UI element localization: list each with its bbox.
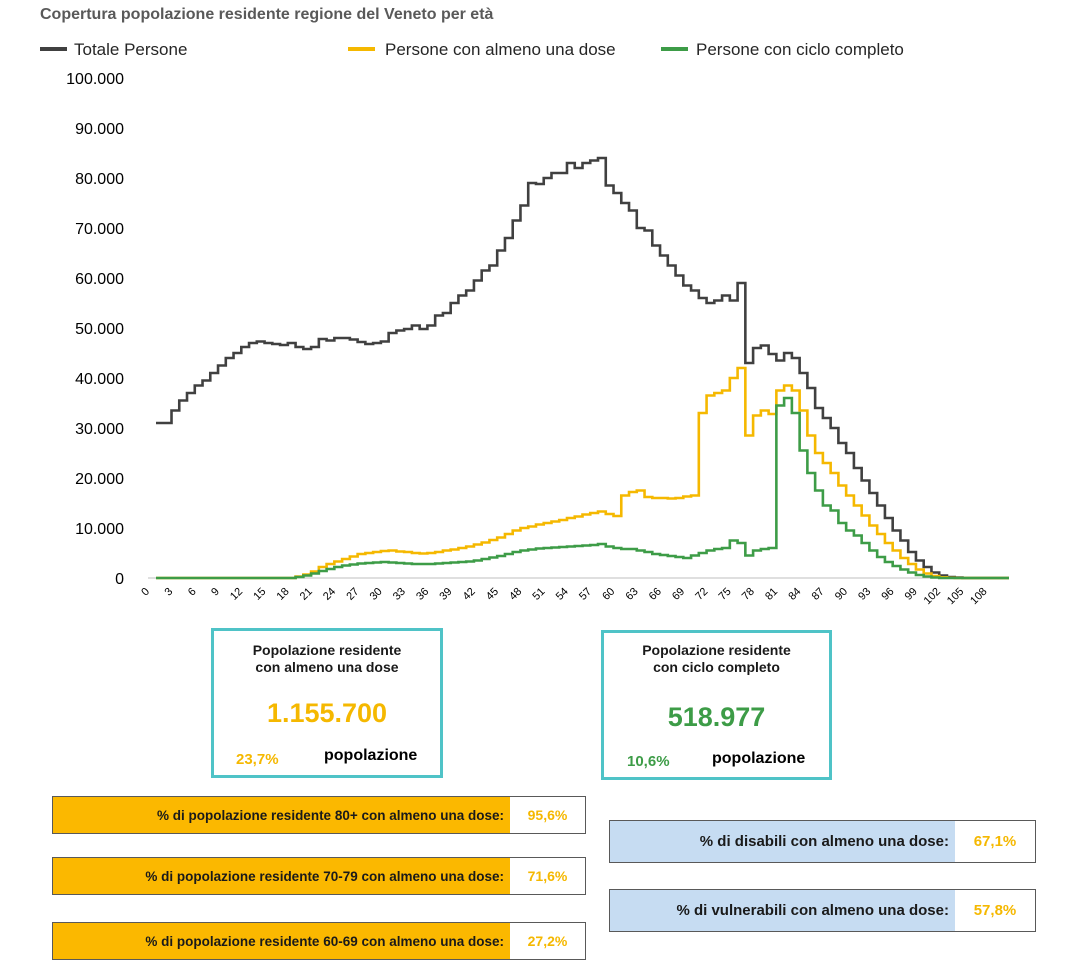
x-tick-label: 90 (833, 586, 850, 603)
first-dose-title-line2: con almeno una dose (255, 659, 399, 675)
stat-age-70-79: % di popolazione residente 70-79 con alm… (52, 857, 586, 895)
legend-label: Persone con ciclo completo (696, 40, 904, 59)
x-tick-label: 57 (577, 586, 594, 603)
y-tick-label: 20.000 (75, 471, 124, 488)
x-tick-label: 78 (740, 586, 757, 603)
first-dose-percent: 23,7% (236, 751, 279, 768)
complete-cycle-title-line2: con ciclo completo (653, 659, 780, 675)
x-tick-label: 96 (879, 586, 896, 603)
stat-age-80-plus-label: % di popolazione residente 80+ con almen… (53, 797, 510, 833)
x-tick-label: 105 (945, 586, 966, 607)
x-tick-label: 33 (391, 586, 408, 603)
stat-disabled-value: 67,1% (955, 821, 1035, 862)
series-line-ciclo-completo (156, 396, 1009, 580)
x-tick-label: 75 (717, 586, 734, 603)
x-tick-label: 93 (856, 586, 873, 603)
complete-cycle-pop-label: popolazione (712, 750, 806, 767)
stat-disabled: % di disabili con almeno una dose: 67,1% (609, 820, 1036, 863)
stat-vulnerable-label: % di vulnerabili con almeno una dose: (610, 890, 955, 931)
x-tick-label: 84 (786, 586, 803, 603)
stat-age-70-79-value: 71,6% (510, 858, 585, 894)
y-tick-label: 10.000 (75, 521, 124, 538)
x-tick-label: 27 (344, 586, 361, 603)
legend: Totale Persone Persone con almeno una dos… (40, 40, 904, 59)
complete-cycle-percent: 10,6% (627, 753, 670, 770)
complete-cycle-summary-box: Popolazione residente con ciclo completo… (601, 630, 832, 780)
x-tick-label: 63 (624, 586, 641, 603)
x-tick-label: 99 (903, 586, 920, 603)
x-tick-label: 51 (530, 586, 547, 603)
x-tick-label: 12 (228, 586, 245, 603)
x-tick-label: 45 (484, 586, 501, 603)
complete-cycle-title-line1: Popolazione residente (642, 642, 791, 658)
stat-age-70-79-label: % di popolazione residente 70-79 con alm… (53, 858, 510, 894)
y-tick-label: 60.000 (75, 271, 124, 288)
stat-disabled-label: % di disabili con almeno una dose: (610, 821, 955, 862)
x-tick-label: 9 (209, 586, 222, 599)
y-tick-label: 70.000 (75, 221, 124, 238)
y-tick-label: 30.000 (75, 421, 124, 438)
x-tick-label: 87 (810, 586, 827, 603)
x-tick-label: 6 (186, 586, 199, 599)
y-tick-label: 90.000 (75, 121, 124, 138)
x-tick-label: 72 (693, 586, 710, 603)
x-axis: 0 3 6 9 12 15 18 21 24 27 30 33 36 39 42 45 48 51 54 57 60 63… (139, 577, 1009, 607)
series-line-almeno-una-dose (156, 366, 1009, 580)
y-tick-label: 100.000 (66, 71, 124, 88)
y-tick-label: 80.000 (75, 171, 124, 188)
stat-age-80-plus: % di popolazione residente 80+ con almen… (52, 796, 586, 834)
complete-cycle-value: 518.977 (667, 702, 766, 732)
x-tick-label: 18 (275, 586, 292, 603)
stat-age-60-69-label: % di popolazione residente 60-69 con alm… (53, 923, 510, 959)
x-tick-label: 0 (139, 586, 152, 599)
x-tick-label: 69 (670, 586, 687, 603)
stat-age-60-69-value: 27,2% (510, 923, 585, 959)
x-tick-label: 15 (251, 586, 268, 603)
x-tick-label: 48 (507, 586, 524, 603)
x-tick-label: 36 (414, 586, 431, 603)
first-dose-title-line1: Popolazione residente (252, 642, 402, 658)
legend-label: Persone con almeno una dose (385, 40, 616, 59)
first-dose-value: 1.155.700 (266, 698, 388, 728)
stat-vulnerable-value: 57,8% (955, 890, 1035, 931)
x-tick-label: 81 (763, 586, 780, 603)
stat-age-80-plus-value: 95,6% (510, 797, 585, 833)
x-tick-label: 102 (922, 586, 943, 607)
chart-area: Totale Persone Persone con almeno una dos… (40, 40, 1009, 607)
series-lines (156, 156, 1009, 580)
stat-vulnerable: % di vulnerabili con almeno una dose: 57… (609, 889, 1036, 932)
x-tick-label: 60 (600, 586, 617, 603)
x-tick-label: 42 (461, 586, 478, 603)
x-tick-label: 54 (554, 586, 571, 603)
y-tick-label: 40.000 (75, 371, 124, 388)
x-tick-label: 39 (437, 586, 454, 603)
x-tick-label: 30 (368, 586, 385, 603)
x-tick-label: 66 (647, 586, 664, 603)
y-tick-label: 50.000 (75, 321, 124, 338)
x-tick-label: 24 (321, 586, 338, 603)
y-axis: 0 10.000 20.000 30.000 40.000 50.000 60.000 70.… (66, 71, 124, 588)
y-tick-label: 0 (115, 571, 124, 588)
first-dose-summary-box: Popolazione residente con almeno una dos… (211, 628, 443, 778)
x-tick-label: 108 (968, 586, 989, 607)
x-tick-label: 21 (298, 586, 315, 603)
stat-age-60-69: % di popolazione residente 60-69 con alm… (52, 922, 586, 960)
series-line-totale-persone (156, 156, 1009, 580)
legend-label: Totale Persone (74, 40, 187, 59)
first-dose-pop-label: popolazione (324, 747, 418, 764)
x-tick-label: 3 (163, 586, 176, 599)
chart-title: Copertura popolazione residente regione … (40, 6, 494, 23)
